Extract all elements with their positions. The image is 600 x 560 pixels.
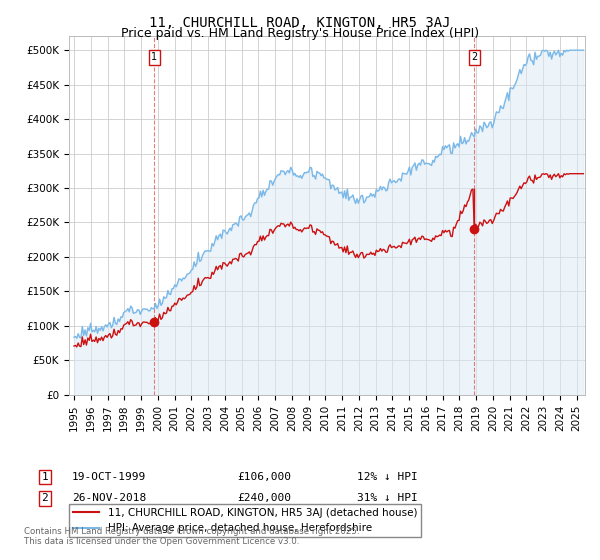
Text: 1: 1 [151,52,158,62]
Text: 31% ↓ HPI: 31% ↓ HPI [357,493,418,503]
Text: 19-OCT-1999: 19-OCT-1999 [72,472,146,482]
Text: Price paid vs. HM Land Registry's House Price Index (HPI): Price paid vs. HM Land Registry's House … [121,27,479,40]
Text: 11, CHURCHILL ROAD, KINGTON, HR5 3AJ: 11, CHURCHILL ROAD, KINGTON, HR5 3AJ [149,16,451,30]
Text: 12% ↓ HPI: 12% ↓ HPI [357,472,418,482]
Text: £106,000: £106,000 [237,472,291,482]
Text: Contains HM Land Registry data © Crown copyright and database right 2025.
This d: Contains HM Land Registry data © Crown c… [24,526,359,546]
Legend: 11, CHURCHILL ROAD, KINGTON, HR5 3AJ (detached house), HPI: Average price, detac: 11, CHURCHILL ROAD, KINGTON, HR5 3AJ (de… [69,504,421,538]
Text: 26-NOV-2018: 26-NOV-2018 [72,493,146,503]
Text: £240,000: £240,000 [237,493,291,503]
Text: 1: 1 [41,472,49,482]
Text: 2: 2 [41,493,49,503]
Text: 2: 2 [472,52,478,62]
